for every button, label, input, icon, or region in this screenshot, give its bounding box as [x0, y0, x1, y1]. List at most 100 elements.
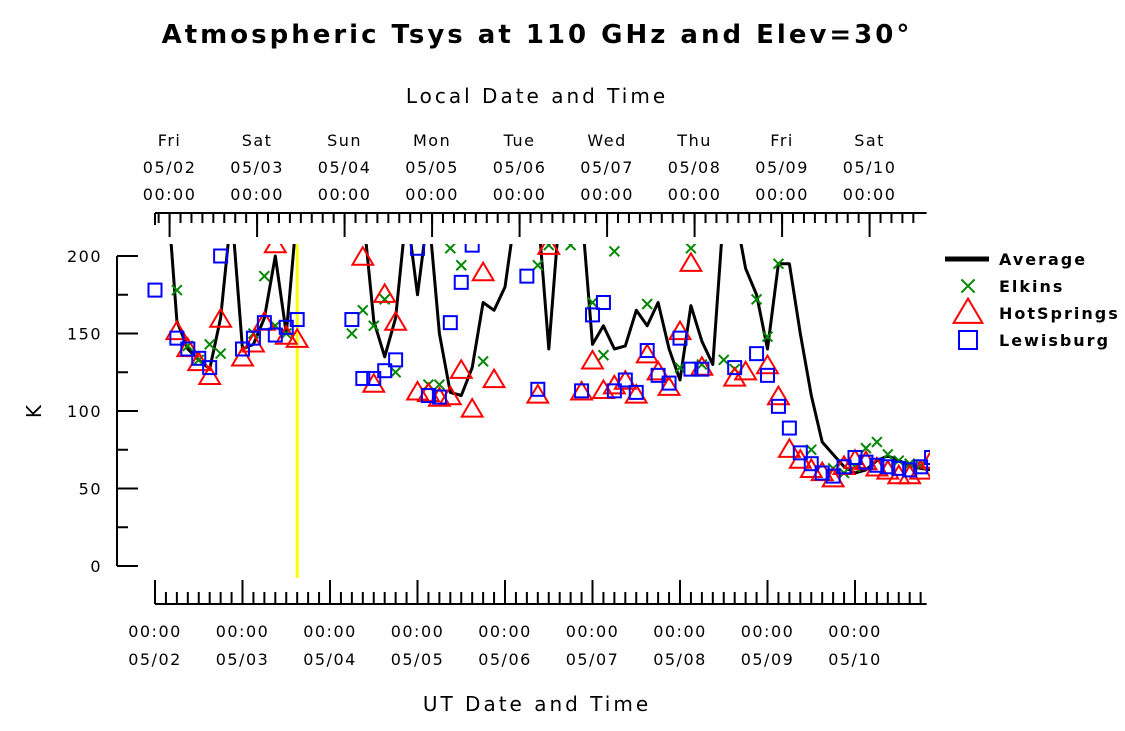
- elkins-point: [564, 244, 577, 251]
- hotsprings-point: [470, 260, 496, 282]
- x-stroke: [882, 448, 894, 461]
- lewisburg-point: [661, 375, 677, 391]
- ut-time-label: 00:00: [828, 622, 882, 641]
- legend-item-hotsprings: HotSprings: [951, 296, 1120, 324]
- hotsprings-point: [372, 282, 397, 303]
- local-date-label: 05/09: [755, 158, 809, 177]
- ut-date-label: 05/07: [566, 650, 620, 669]
- local-day-label: Fri: [158, 131, 182, 150]
- lewisburg-point: [213, 248, 229, 264]
- lewisburg-point: [420, 388, 436, 403]
- x-stroke: [543, 244, 552, 251]
- hotsprings-point: [667, 319, 693, 341]
- local-day-label: Wed: [587, 131, 626, 150]
- ut-time-label: 00:00: [478, 622, 532, 641]
- local-time-label: 00:00: [843, 185, 897, 204]
- x-stroke: [346, 327, 358, 340]
- lewisburg-point: [803, 456, 819, 472]
- x-stroke: [564, 244, 574, 251]
- x-stroke: [641, 298, 653, 310]
- lewisburg-point: [530, 381, 546, 397]
- hotsprings-point: [635, 342, 660, 364]
- local-time-label: 00:00: [143, 185, 197, 204]
- legend-label: Average: [999, 250, 1087, 269]
- hotsprings-point: [536, 244, 561, 255]
- lewisburg-point: [169, 330, 185, 346]
- ut-date-label: 05/04: [303, 650, 357, 669]
- legend-item-lewisburg: Lewisburg: [958, 330, 1108, 350]
- elkins-point: [532, 259, 544, 271]
- ut-time-label: 00:00: [566, 622, 620, 641]
- hotsprings-point: [766, 384, 791, 406]
- hotsprings-point: [208, 307, 233, 328]
- ut-date-label: 05/10: [828, 650, 882, 669]
- plot-layer: [147, 244, 930, 488]
- elkins-point: [204, 338, 216, 351]
- x-stroke: [871, 436, 883, 448]
- ut-date-label: 05/03: [216, 650, 270, 669]
- lewisburg-point: [672, 330, 688, 346]
- lewisburg-point: [431, 389, 447, 405]
- hotsprings-point: [197, 364, 222, 386]
- hotsprings-point: [613, 369, 638, 390]
- elkins-point: [750, 293, 763, 306]
- lewisburg-point: [628, 384, 644, 400]
- hotsprings-point: [263, 244, 288, 254]
- hotsprings-point: [449, 358, 474, 379]
- y-tick-label: 200: [67, 247, 102, 266]
- elkins-point: [357, 304, 369, 316]
- lewisburg-point: [453, 274, 469, 290]
- local-day-label: Sat: [854, 131, 885, 150]
- chart-title: Atmospheric Tsys at 110 GHz and Elev=30°: [162, 20, 913, 50]
- lewisburg-point: [902, 462, 918, 478]
- lewisburg-point: [344, 312, 360, 328]
- x-stroke: [893, 454, 905, 467]
- lewisburg-point: [464, 244, 480, 253]
- ut-date-label: 05/02: [128, 650, 182, 669]
- elkins-point: [772, 258, 785, 270]
- elkins-point: [893, 454, 905, 467]
- elkins-point: [718, 354, 730, 366]
- local-date-label: 05/06: [493, 158, 547, 177]
- elkins-point: [433, 378, 446, 391]
- hotsprings-point: [777, 437, 802, 458]
- elkins-point: [586, 296, 599, 309]
- legend-label: Elkins: [999, 277, 1064, 296]
- ut-date-label: 05/06: [478, 650, 532, 669]
- x-stroke: [750, 293, 763, 306]
- x-stroke: [772, 258, 785, 270]
- lewisburg-point: [770, 398, 786, 414]
- elkins-point: [214, 347, 227, 360]
- series-elkins: [171, 244, 927, 479]
- x-stroke: [389, 366, 402, 378]
- legend-label: HotSprings: [999, 304, 1120, 323]
- y-tick-label: 100: [67, 402, 102, 421]
- elkins-point: [258, 270, 271, 282]
- series-hotsprings: [164, 244, 930, 488]
- x-stroke: [444, 244, 456, 254]
- local-day-label: Tue: [503, 131, 536, 150]
- hotsprings-point: [755, 353, 780, 375]
- x-stroke: [586, 296, 599, 309]
- lewisburg-point: [235, 341, 250, 357]
- elkins-point: [641, 298, 653, 310]
- y-axis-title: K: [22, 402, 46, 418]
- lewisburg-point: [836, 459, 852, 475]
- elkins-point: [389, 366, 402, 378]
- lewisburg-point: [749, 346, 765, 362]
- elkins-point: [171, 284, 183, 296]
- local-time-label: 00:00: [580, 185, 634, 204]
- elkins-point: [477, 355, 489, 368]
- lewisburg-point: [289, 312, 305, 328]
- lewisburg-point: [825, 468, 841, 484]
- ut-date-label: 05/05: [391, 650, 445, 669]
- x-stroke: [477, 355, 489, 368]
- x-stroke: [532, 259, 544, 271]
- lewisburg-point: [880, 459, 896, 475]
- x-stroke: [761, 330, 774, 343]
- ut-time-label: 00:00: [741, 622, 795, 641]
- lewisburg-point: [869, 457, 885, 473]
- local-date-label: 05/08: [668, 158, 722, 177]
- axes-layer: 0 50 100 150 200 Fri 05/02 00:00 Sat 05/03 00:00 Su…: [67, 131, 927, 669]
